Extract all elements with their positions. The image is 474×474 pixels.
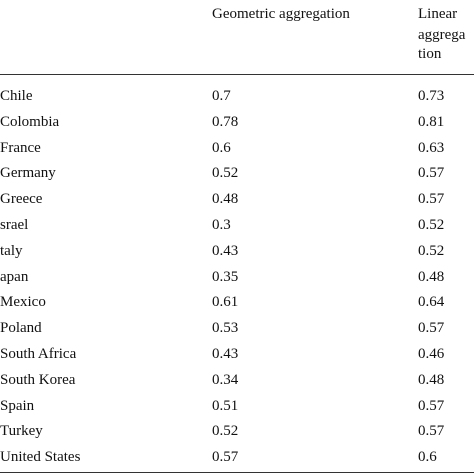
value-cell: 0.57: [418, 320, 445, 337]
value-cell: 0.57: [418, 165, 445, 182]
value-cell: 0.46: [418, 346, 445, 362]
value-cell: 0.35: [212, 268, 239, 285]
value-cell: 0.48: [212, 191, 239, 208]
value-cell: 0.7: [212, 88, 231, 104]
country-cell: Colombia: [0, 113, 60, 130]
country-cell: apan: [0, 268, 29, 285]
country-cell: Greece: [0, 191, 43, 208]
column-header: Linear: [418, 6, 458, 22]
country-cell: Spain: [0, 397, 35, 414]
value-cell: 0.81: [418, 113, 445, 130]
column-header: Geometric aggregation: [212, 6, 350, 22]
header-rule: [0, 74, 474, 75]
value-cell: 0.52: [212, 423, 239, 440]
value-cell: 0.63: [418, 139, 445, 156]
value-cell: 0.52: [418, 217, 445, 233]
value-cell: 0.52: [418, 242, 445, 259]
country-cell: Germany: [0, 165, 56, 182]
value-cell: 0.64: [418, 294, 445, 311]
value-cell: 0.52: [212, 165, 239, 182]
country-cell: United States: [0, 449, 81, 466]
country-cell: srael: [0, 217, 29, 233]
value-cell: 0.3: [212, 217, 231, 233]
country-cell: South Africa: [0, 346, 77, 362]
value-cell: 0.57: [418, 397, 445, 414]
value-cell: 0.57: [418, 191, 445, 208]
column-header: tion: [418, 46, 442, 62]
value-cell: 0.78: [212, 113, 239, 130]
value-cell: 0.6: [212, 139, 231, 156]
bottom-rule: [0, 472, 474, 473]
value-cell: 0.61: [212, 294, 239, 311]
country-cell: South Korea: [0, 371, 76, 388]
country-cell: France: [0, 139, 41, 156]
value-cell: 0.73: [418, 88, 445, 104]
value-cell: 0.48: [418, 268, 445, 285]
value-cell: 0.53: [212, 320, 239, 337]
value-cell: 0.57: [418, 423, 445, 440]
country-cell: taly: [0, 242, 23, 259]
value-cell: 0.48: [418, 371, 445, 388]
value-cell: 0.51: [212, 397, 239, 414]
country-cell: Turkey: [0, 423, 43, 440]
value-cell: 0.43: [212, 346, 239, 362]
value-cell: 0.34: [212, 371, 239, 388]
country-cell: Poland: [0, 320, 42, 337]
country-cell: Mexico: [0, 294, 46, 311]
value-cell: 0.6: [418, 449, 437, 466]
value-cell: 0.57: [212, 449, 239, 466]
value-cell: 0.43: [212, 242, 239, 259]
column-header: aggrega: [418, 27, 466, 43]
country-cell: Chile: [0, 88, 33, 104]
